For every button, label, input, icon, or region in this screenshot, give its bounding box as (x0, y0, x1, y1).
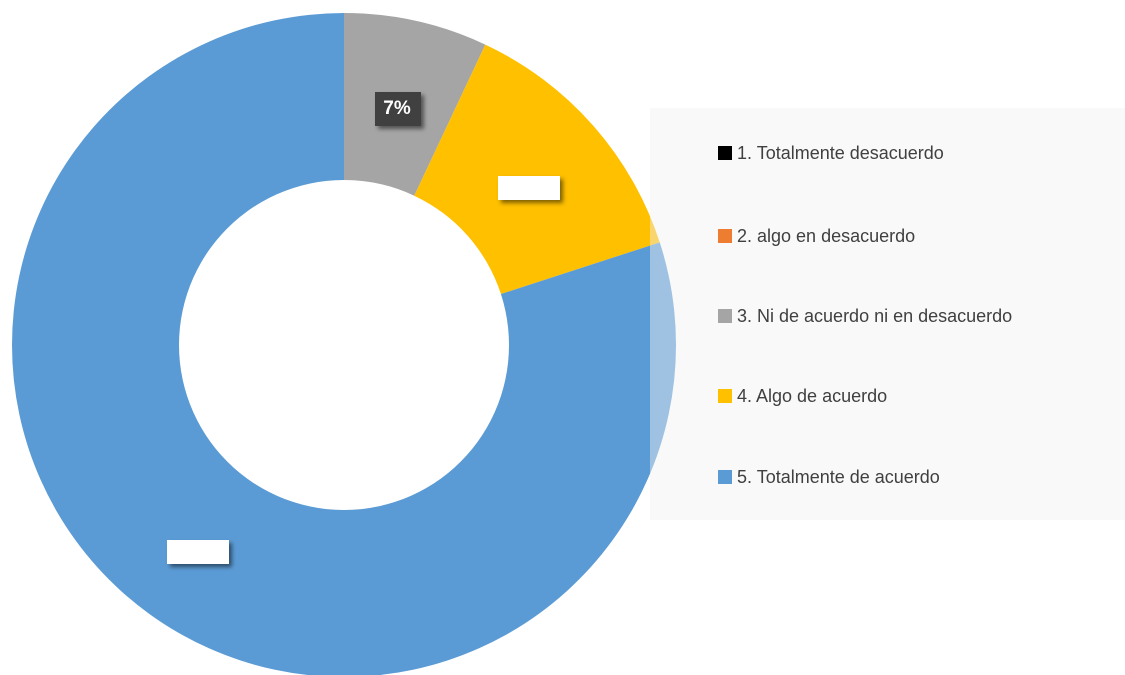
legend-swatch (718, 146, 732, 160)
legend-label: 5. Totalmente de acuerdo (737, 467, 940, 487)
legend-swatch (718, 229, 732, 243)
slice (12, 13, 676, 675)
legend-label: 4. Algo de acuerdo (737, 386, 887, 406)
legend-swatch (718, 389, 732, 403)
legend-label: 1. Totalmente desacuerdo (737, 143, 944, 163)
legend-label: 2. algo en desacuerdo (737, 226, 915, 246)
legend-label: 3. Ni de acuerdo ni en desacuerdo (737, 306, 1012, 326)
slice (414, 44, 660, 295)
data-label-box (167, 540, 229, 564)
data-label-box (498, 176, 560, 200)
data-label-box (375, 92, 421, 126)
legend-swatch (718, 309, 732, 323)
donut: 0%7% (12, 13, 676, 675)
legend-swatch (718, 470, 732, 484)
legend: 1. Totalmente desacuerdo 2. algo en desac… (718, 143, 1012, 487)
data-label: 7% (383, 98, 411, 119)
